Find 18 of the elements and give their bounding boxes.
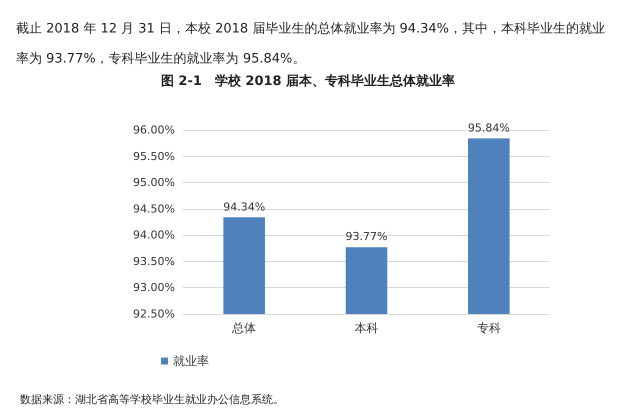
y-tick-label: 94.00%: [133, 228, 175, 242]
x-tick-label: 总体: [231, 321, 256, 335]
chart-subtitle: 截止 2018 年 12 月 31 日，本校 2018 届毕业生的总体就业率为 94.34%，其中，本科毕业生的就业率为 93.77%，专科毕业生的就业率为 95.84%。: [16, 20, 606, 66]
source-note: 数据来源：湖北省高等学校毕业生就业办公信息系统。: [20, 393, 284, 406]
data-label: 94.34%: [223, 200, 266, 214]
chart-title: 图 2-1 学校 2018 届本、专科毕业生总体就业率: [160, 73, 456, 89]
y-tick-label: 94.50%: [133, 202, 175, 216]
x-tick-label: 本科: [354, 321, 378, 335]
data-label: 93.77%: [346, 230, 388, 244]
y-tick-label: 92.50%: [133, 308, 175, 320]
y-tick-label: 95.00%: [133, 176, 175, 190]
x-tick-label: 专科: [476, 321, 501, 335]
legend-label: 就业率: [173, 354, 209, 368]
y-tick-label: 96.00%: [133, 124, 175, 136]
y-tick-label: 93.00%: [133, 281, 175, 294]
y-tick-label: 95.50%: [133, 150, 175, 163]
y-tick-label: 93.50%: [133, 254, 175, 268]
data-label: 95.84%: [468, 121, 510, 134]
